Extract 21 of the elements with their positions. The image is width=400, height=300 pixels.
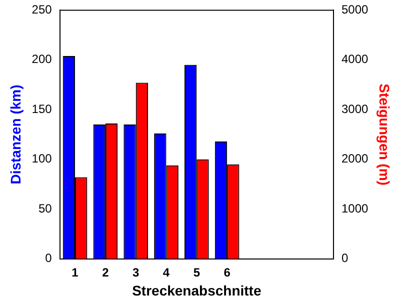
- y2-tick-label: 4000: [342, 52, 369, 66]
- y-tick-label: 150: [32, 102, 52, 116]
- y-tick-label: 50: [38, 201, 52, 216]
- x-tick-label: 3: [132, 265, 140, 280]
- y2-axis-title: Steigungen (m): [376, 84, 393, 186]
- y-tick-label: 250: [32, 2, 52, 17]
- y2-tick-label: 2000: [342, 152, 369, 166]
- x-tick-label: 6: [224, 265, 231, 280]
- x-tick-label: 5: [193, 265, 200, 280]
- x-tick-label: 2: [102, 265, 110, 280]
- y-tick-label: 100: [32, 152, 52, 166]
- y-axis-title: Distanzen (km): [7, 84, 24, 184]
- y-tick-label: 0: [45, 251, 52, 266]
- y2-tick-label: 1000: [342, 201, 369, 216]
- x-tick-label: 1: [72, 265, 79, 280]
- x-tick-label: 4: [162, 265, 170, 280]
- y2-tick-label: 5000: [342, 2, 369, 17]
- y2-tick-label: 3000: [342, 102, 369, 116]
- y-tick-label: 200: [32, 52, 52, 66]
- y2-tick-label: 0: [342, 251, 349, 266]
- x-axis-title: Streckenabschnitte: [132, 282, 262, 298]
